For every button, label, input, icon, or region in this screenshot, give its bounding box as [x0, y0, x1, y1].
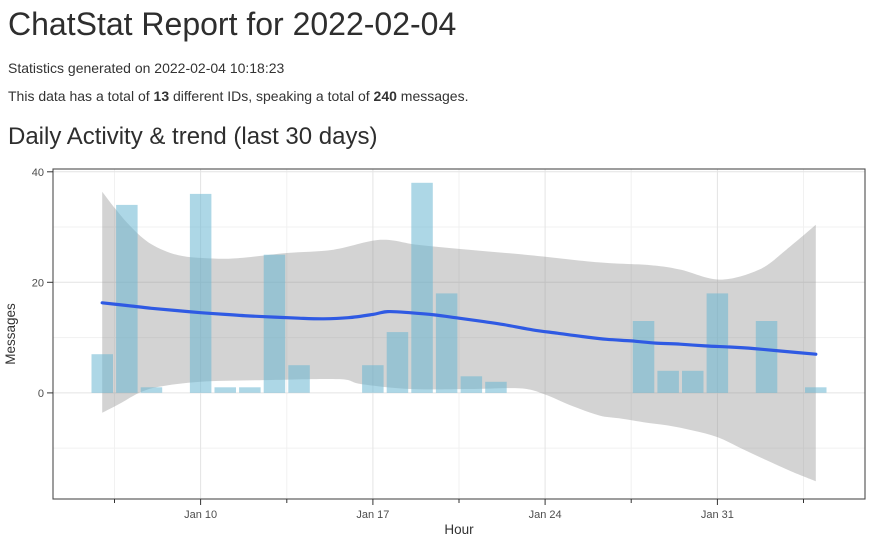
bar-jan-13 [263, 255, 286, 394]
activity-chart: Jan 10 Jan 17 Jan 24 Jan 31 0 20 40 Hour Message… [0, 159, 882, 539]
summary-middle: different IDs, speaking a total of [169, 87, 374, 104]
bar-jan-6 [91, 354, 113, 394]
bar-feb-4 [805, 387, 827, 394]
bar-jan-19 [411, 183, 433, 394]
bar-jan-29 [657, 371, 679, 394]
x-tick-label: Jan 10 [184, 509, 217, 521]
bar-jan-11 [214, 387, 236, 394]
message-count: 240 [373, 87, 397, 104]
x-tick-label: Jan 31 [701, 509, 734, 521]
bar-jan-7 [116, 205, 138, 394]
bar-jan-21 [460, 376, 483, 394]
bar-jan-20 [435, 293, 458, 394]
summary-line: This data has a total of 13 different ID… [8, 88, 882, 104]
x-tick-label: Jan 17 [356, 509, 389, 521]
activity-chart-svg: Jan 10 Jan 17 Jan 24 Jan 31 0 20 40 Hour Message… [3, 167, 866, 537]
summary-suffix: messages. [396, 87, 469, 104]
section-title: Daily Activity & trend (last 30 days) [8, 122, 378, 150]
bar-jan-10 [189, 194, 212, 394]
bar-jan-22 [485, 382, 507, 394]
report-title: ChatStat Report for 2022-02-04 [8, 6, 457, 42]
trend-line [100, 301, 818, 357]
y-axis: 0 20 40 [32, 167, 53, 400]
bar-jan-8 [140, 387, 163, 394]
bar-jan-18 [386, 332, 409, 394]
bars-group [91, 183, 827, 394]
x-axis: Jan 10 Jan 17 Jan 24 Jan 31 [114, 499, 804, 521]
summary-prefix: This data has a total of [8, 87, 154, 104]
y-tick-label: 0 [38, 388, 44, 400]
bar-jan-17 [362, 365, 384, 394]
bar-jan-28 [632, 321, 655, 394]
x-tick-label: Jan 24 [529, 509, 562, 521]
y-tick-label: 20 [32, 278, 44, 290]
bar-jan-14 [288, 365, 310, 394]
y-axis-title: Messages [3, 303, 18, 365]
bar-jan-30 [682, 371, 704, 394]
bar-feb-2 [755, 321, 778, 394]
y-tick-label: 40 [32, 167, 44, 179]
id-count: 13 [153, 87, 170, 104]
bar-jan-31 [706, 293, 729, 394]
x-axis-title: Hour [444, 522, 474, 537]
generated-timestamp: Statistics generated on 2022-02-04 10:18… [8, 59, 285, 76]
bar-jan-12 [239, 387, 261, 394]
